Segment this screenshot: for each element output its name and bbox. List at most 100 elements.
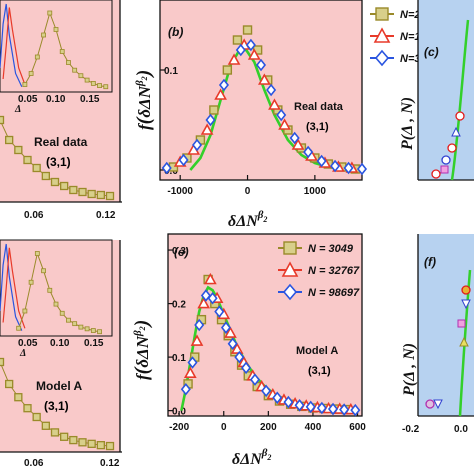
panel-top-right: (c) P(Δ , N) [399, 0, 474, 180]
inset-point [73, 322, 77, 326]
x-tick-label: 0 [221, 422, 227, 433]
x-axis-label-bottom-center: δΔNβ2 [232, 447, 271, 468]
legend-label: N = 98697 [308, 287, 360, 299]
y-tick-label: 0.1 [172, 353, 186, 364]
data-point-square [79, 439, 86, 446]
y-axis-label-bottom-right: P(Δ , N) [401, 343, 418, 397]
data-point-square [376, 8, 388, 20]
data-point-square [6, 137, 13, 144]
inset-point [23, 83, 27, 87]
data-point-square [52, 179, 59, 186]
annotation-top-center-title: Real data [294, 101, 344, 113]
inset-bottom-left-tick: 0.10 [50, 338, 70, 349]
y-axis-label-text: P(Δ , N) [401, 343, 418, 397]
data-point-square [284, 242, 296, 254]
inset-point [66, 61, 70, 65]
data-point-square [33, 414, 40, 421]
x-tick-label: -200 [169, 422, 189, 433]
y-axis-label-text: P(Δ , N) [399, 97, 416, 151]
data-point-square [42, 173, 49, 180]
data-point-square [15, 394, 22, 401]
x-tick-label: 0.12 [100, 458, 120, 469]
inset-point [85, 327, 89, 331]
data-point [456, 112, 464, 120]
data-point-square [6, 381, 13, 388]
inset-point [73, 68, 77, 72]
x-tick-label: -0.2 [402, 424, 420, 435]
data-point-square [210, 106, 218, 114]
annotation-bottom-left-title: Model A [36, 379, 83, 393]
data-point-square [88, 191, 95, 198]
y-tick-label: 0.2 [172, 300, 186, 311]
panel-label-e: (e) [174, 245, 189, 259]
y-axis-label-top-right: P(Δ , N) [399, 97, 416, 151]
panel-label-b: (b) [168, 25, 183, 39]
inset-top-left-tick: 0.05 [18, 94, 38, 105]
annotation-bottom-center-sub: (3,1) [308, 365, 331, 377]
data-point-square [0, 359, 4, 366]
x-tick-label: 0.12 [96, 210, 116, 221]
x-tick-label: 600 [349, 422, 366, 433]
inset-point [60, 50, 64, 54]
inset-bottom-left [0, 240, 112, 336]
data-point [426, 400, 434, 408]
panel-bottom-center: -200 0 200 400 600 0.0 0.1 0.2 0.3 (e) Model A (… [131, 234, 366, 468]
panel-top-left: Δ 0.05 0.10 0.15 Real data (3,1) 0.06 0.… [0, 0, 122, 221]
svg-text:f(δΔNβ2): f(δΔNβ2) [131, 320, 153, 380]
data-point-square [52, 429, 59, 436]
data-point-square [0, 117, 4, 124]
svg-text:f(δΔNβ2): f(δΔNβ2) [133, 70, 155, 130]
data-point-square [70, 187, 77, 194]
y-axis-label-top-center: f(δΔNβ2) [133, 70, 155, 130]
data-point-square [61, 183, 68, 190]
inset-point [60, 311, 64, 315]
legend-label: N = 3049 [308, 243, 354, 255]
data-point [462, 286, 470, 294]
x-tick-label: 0.0 [454, 424, 468, 435]
inset-point [35, 252, 39, 256]
data-point [432, 170, 440, 178]
inset-top-left-tick: 0.15 [80, 94, 100, 105]
x-tick-label: -1000 [167, 186, 193, 197]
inset-point [66, 318, 70, 322]
data-point-square [107, 193, 114, 200]
inset-bottom-left-tick: 0.15 [84, 338, 104, 349]
data-point-square [24, 157, 31, 164]
data-point-square [24, 405, 31, 412]
data-point-square [42, 422, 49, 429]
inset-point [35, 55, 39, 59]
inset-point [23, 309, 27, 313]
data-point-square [244, 26, 252, 34]
data-point-square [61, 433, 68, 440]
x-axis-label-top-center: δΔNβ2 [228, 209, 267, 230]
inset-point [98, 84, 102, 88]
inset-point [42, 33, 46, 37]
data-point [458, 320, 465, 327]
inset-point [91, 329, 95, 333]
inset-point [54, 28, 58, 32]
x-tick-label: 200 [260, 422, 277, 433]
inset-point [29, 280, 33, 284]
x-tick-label: 0 [245, 186, 251, 197]
inset-point [98, 330, 102, 334]
x-tick-label: 0.06 [24, 210, 44, 221]
inset-top-left-tick: 0.10 [46, 94, 66, 105]
inset-point [79, 74, 83, 78]
y-tick-label: 0.0 [172, 407, 186, 418]
data-point [442, 156, 450, 164]
panel-label-c: (c) [424, 45, 439, 59]
inset-top-left-xlabel: Δ [14, 104, 21, 115]
data-point-square [107, 443, 114, 450]
x-tick-label: 0.06 [24, 458, 44, 469]
annotation-bottom-center-title: Model A [296, 345, 338, 357]
x-tick-label: 400 [305, 422, 322, 433]
inset-point [79, 325, 83, 329]
data-point-square [88, 440, 95, 447]
annotation-top-center-sub: (3,1) [306, 121, 329, 133]
annotation-top-left-title: Real data [34, 135, 88, 149]
panel-bottom-right: (f) P(Δ , N) -0.2 0.0 [401, 234, 474, 435]
inset-point [91, 81, 95, 85]
inset-bottom-left-xlabel: Δ [19, 348, 26, 359]
data-point-square [223, 66, 231, 74]
data-point-square [70, 437, 77, 444]
